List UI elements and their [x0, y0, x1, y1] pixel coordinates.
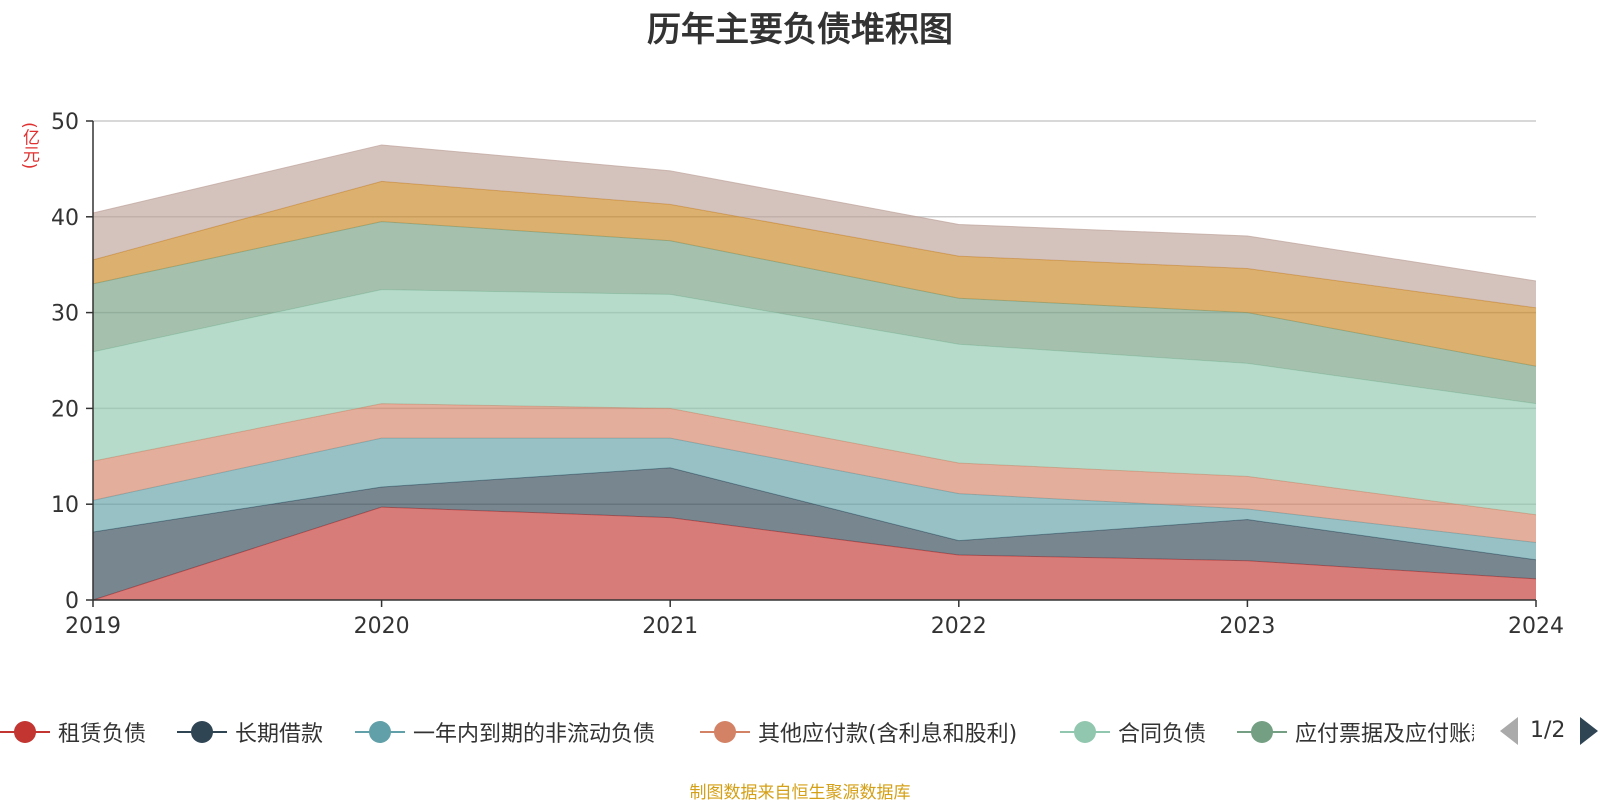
area-series-2 [93, 438, 1536, 560]
legend-marker-icon [355, 712, 405, 752]
y-tick-label: 0 [65, 589, 79, 614]
data-source-note: 制图数据来自恒生聚源数据库 [689, 783, 911, 803]
area-series-5 [93, 221, 1536, 404]
legend-label: 一年内到期的非流动负债 [413, 722, 656, 747]
legend-marker-icon [1237, 712, 1287, 752]
area-series-line-7 [92, 144, 1537, 282]
legend-item[interactable]: 其他应付款(含利息和股利) [700, 712, 1017, 752]
legend-item[interactable]: 应付票据及应付账款 [1237, 712, 1474, 752]
legend-next-page-icon[interactable] [1580, 717, 1598, 745]
x-tick-label: 2024 [1508, 614, 1564, 639]
legend-marker-icon [177, 712, 227, 752]
legend-label: 应付票据及应付账款 [1295, 722, 1474, 747]
y-tick-label: 30 [51, 302, 79, 327]
x-tick-label: 2022 [931, 614, 987, 639]
y-tick-label: 40 [51, 206, 79, 231]
chart-plot: 0 10 20 30 40 50 2019 2020 2021 2022 2023 2024 [51, 110, 1564, 639]
x-tick-label: 2023 [1219, 614, 1275, 639]
area-series-6 [93, 181, 1536, 367]
legend-item[interactable]: 长期借款 [177, 712, 323, 752]
legend-marker-icon [0, 712, 50, 752]
y-tick-label: 10 [51, 493, 79, 518]
area-series-7 [93, 144, 1536, 308]
area-series-1 [93, 467, 1536, 600]
legend-label: 其他应付款(含利息和股利) [758, 722, 1018, 747]
x-tick-label: 2021 [642, 614, 698, 639]
legend-item[interactable]: 合同负债 [1060, 712, 1206, 752]
legend-item[interactable]: 租赁负债 [0, 712, 146, 752]
axes: 0 10 20 30 40 50 2019 2020 2021 2022 2023 2024 [51, 110, 1564, 639]
legend-label: 租赁负债 [58, 722, 147, 747]
legend-label: 长期借款 [235, 722, 324, 747]
legend: 租赁负债 长期借款 一年内到期的非流动负债 其他应付款(含利息和股利) 合同负债 应付票据… [0, 712, 1600, 752]
y-tick-label: 20 [51, 397, 79, 422]
legend-marker-icon [1060, 712, 1110, 752]
legend-page-indicator: 1/2 [1530, 718, 1566, 743]
legend-item[interactable]: 一年内到期的非流动负债 [355, 712, 655, 752]
stacked-areas [92, 144, 1537, 601]
legend-label: 合同负债 [1118, 722, 1207, 747]
legend-items: 租赁负债 长期借款 一年内到期的非流动负债 其他应付款(含利息和股利) 合同负债 应付票据… [0, 712, 1474, 752]
area-series-0 [93, 507, 1536, 600]
chart-title: 历年主要负债堆积图 [647, 10, 953, 50]
area-series-4 [93, 289, 1536, 515]
legend-marker-icon [700, 712, 750, 752]
x-tick-label: 2019 [65, 614, 121, 639]
y-tick-label: 50 [51, 110, 79, 135]
y-axis-unit-label: (亿元) [19, 122, 39, 170]
legend-prev-page-icon[interactable] [1500, 717, 1518, 745]
x-tick-label: 2020 [354, 614, 410, 639]
